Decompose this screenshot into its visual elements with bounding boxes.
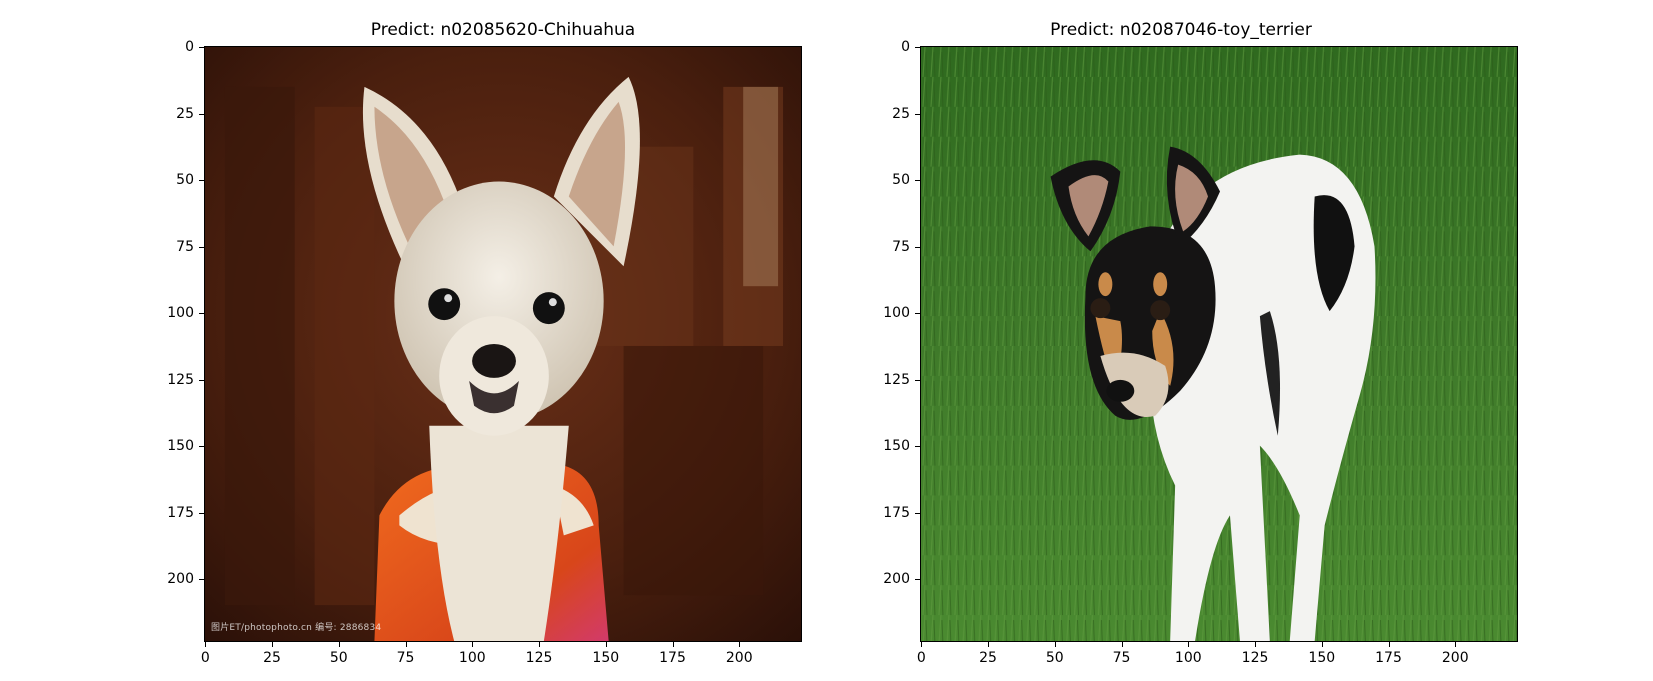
x-tick-mark bbox=[205, 642, 207, 647]
y-tick-label: 100 bbox=[167, 305, 194, 322]
y-tick-mark bbox=[199, 180, 204, 182]
y-tick-label: 200 bbox=[883, 571, 910, 588]
image-axes-chihuahua: 图片ET/photophoto.cn 编号: 2886834 bbox=[204, 46, 802, 642]
y-tick-label: 0 bbox=[901, 39, 910, 56]
y-tick-label: 175 bbox=[167, 504, 194, 521]
x-tick-label: 100 bbox=[1174, 650, 1202, 666]
y-tick-mark bbox=[199, 512, 204, 514]
x-tick-label: 25 bbox=[263, 650, 281, 666]
y-tick-mark bbox=[199, 579, 204, 581]
x-tick-mark bbox=[272, 642, 274, 647]
x-tick-mark bbox=[1455, 642, 1457, 647]
x-tick-label: 100 bbox=[458, 650, 486, 666]
x-tick-mark bbox=[1388, 642, 1390, 647]
y-tick-mark bbox=[915, 379, 920, 381]
chihuahua-photo bbox=[205, 47, 801, 641]
y-tick-label: 175 bbox=[883, 504, 910, 521]
x-tick-mark bbox=[672, 642, 674, 647]
x-tick-label: 200 bbox=[725, 650, 753, 666]
x-tick-label: 50 bbox=[329, 650, 348, 666]
x-tick-label: 175 bbox=[1375, 650, 1402, 666]
y-tick-mark bbox=[199, 47, 204, 49]
x-tick-mark bbox=[1321, 642, 1323, 647]
y-tick-label: 150 bbox=[883, 438, 910, 455]
x-tick-mark bbox=[739, 642, 741, 647]
y-tick-mark bbox=[915, 446, 920, 448]
x-tick-mark bbox=[1255, 642, 1257, 647]
y-tick-label: 50 bbox=[892, 172, 910, 189]
y-tick-mark bbox=[915, 113, 920, 115]
y-tick-mark bbox=[915, 47, 920, 49]
x-tick-label: 0 bbox=[200, 650, 210, 666]
y-tick-mark bbox=[199, 446, 204, 448]
y-tick-label: 100 bbox=[883, 305, 910, 322]
y-tick-label: 125 bbox=[883, 371, 910, 388]
subplot-title: Predict: n02085620-Chihuahua bbox=[370, 20, 636, 40]
toy-terrier-photo bbox=[921, 47, 1517, 641]
y-tick-label: 150 bbox=[167, 438, 194, 455]
y-tick-label: 50 bbox=[176, 172, 194, 189]
y-tick-label: 125 bbox=[167, 371, 194, 388]
y-tick-label: 75 bbox=[176, 238, 194, 255]
subplot-title: Predict: n02087046-toy_terrier bbox=[1050, 20, 1312, 40]
x-tick-label: 25 bbox=[979, 650, 997, 666]
y-tick-mark bbox=[915, 579, 920, 581]
x-tick-label: 200 bbox=[1441, 650, 1469, 666]
x-tick-mark bbox=[338, 642, 340, 647]
subplot-chihuahua: Predict: n02085620-Chihuahua bbox=[182, 0, 802, 681]
y-tick-label: 0 bbox=[185, 39, 194, 56]
y-tick-mark bbox=[915, 246, 920, 248]
y-tick-label: 25 bbox=[892, 105, 910, 122]
x-tick-label: 75 bbox=[1112, 650, 1131, 666]
y-tick-label: 200 bbox=[167, 571, 194, 588]
y-tick-label: 75 bbox=[892, 238, 910, 255]
x-tick-mark bbox=[605, 642, 607, 647]
x-tick-label: 175 bbox=[659, 650, 686, 666]
x-tick-mark bbox=[539, 642, 541, 647]
x-tick-label: 0 bbox=[916, 650, 926, 666]
photo-watermark: 图片ET/photophoto.cn 编号: 2886834 bbox=[211, 623, 382, 633]
x-tick-mark bbox=[1121, 642, 1123, 647]
x-tick-mark bbox=[1188, 642, 1190, 647]
x-tick-label: 50 bbox=[1045, 650, 1064, 666]
y-tick-mark bbox=[915, 180, 920, 182]
image-axes-toy-terrier bbox=[920, 46, 1518, 642]
x-tick-label: 125 bbox=[525, 650, 553, 666]
y-tick-mark bbox=[199, 246, 204, 248]
x-tick-label: 150 bbox=[592, 650, 620, 666]
x-tick-mark bbox=[405, 642, 407, 647]
y-tick-mark bbox=[915, 512, 920, 514]
y-tick-mark bbox=[199, 379, 204, 381]
x-tick-mark bbox=[988, 642, 990, 647]
x-tick-mark bbox=[921, 642, 923, 647]
x-tick-label: 150 bbox=[1308, 650, 1336, 666]
x-tick-label: 75 bbox=[396, 650, 415, 666]
y-tick-mark bbox=[199, 313, 204, 315]
y-tick-mark bbox=[915, 313, 920, 315]
x-tick-mark bbox=[472, 642, 474, 647]
y-tick-label: 25 bbox=[176, 105, 194, 122]
x-tick-label: 125 bbox=[1241, 650, 1269, 666]
subplot-toy-terrier: Predict: n02087046-toy_terrier bbox=[860, 0, 1480, 681]
x-tick-mark bbox=[1054, 642, 1056, 647]
y-tick-mark bbox=[199, 113, 204, 115]
